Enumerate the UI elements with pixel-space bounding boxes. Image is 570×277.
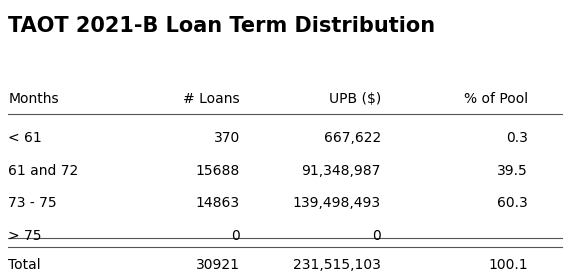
Text: 667,622: 667,622 [324, 131, 381, 145]
Text: 0.3: 0.3 [506, 131, 528, 145]
Text: 14863: 14863 [196, 196, 240, 210]
Text: 0: 0 [372, 229, 381, 243]
Text: 39.5: 39.5 [497, 164, 528, 178]
Text: 139,498,493: 139,498,493 [293, 196, 381, 210]
Text: 91,348,987: 91,348,987 [302, 164, 381, 178]
Text: 0: 0 [231, 229, 240, 243]
Text: 61 and 72: 61 and 72 [9, 164, 79, 178]
Text: 30921: 30921 [196, 258, 240, 273]
Text: # Loans: # Loans [183, 92, 240, 106]
Text: Total: Total [9, 258, 41, 273]
Text: UPB ($): UPB ($) [329, 92, 381, 106]
Text: 15688: 15688 [196, 164, 240, 178]
Text: TAOT 2021-B Loan Term Distribution: TAOT 2021-B Loan Term Distribution [9, 16, 435, 36]
Text: > 75: > 75 [9, 229, 42, 243]
Text: 60.3: 60.3 [497, 196, 528, 210]
Text: Months: Months [9, 92, 59, 106]
Text: % of Pool: % of Pool [463, 92, 528, 106]
Text: 100.1: 100.1 [488, 258, 528, 273]
Text: 73 - 75: 73 - 75 [9, 196, 57, 210]
Text: 370: 370 [214, 131, 240, 145]
Text: 231,515,103: 231,515,103 [293, 258, 381, 273]
Text: < 61: < 61 [9, 131, 42, 145]
